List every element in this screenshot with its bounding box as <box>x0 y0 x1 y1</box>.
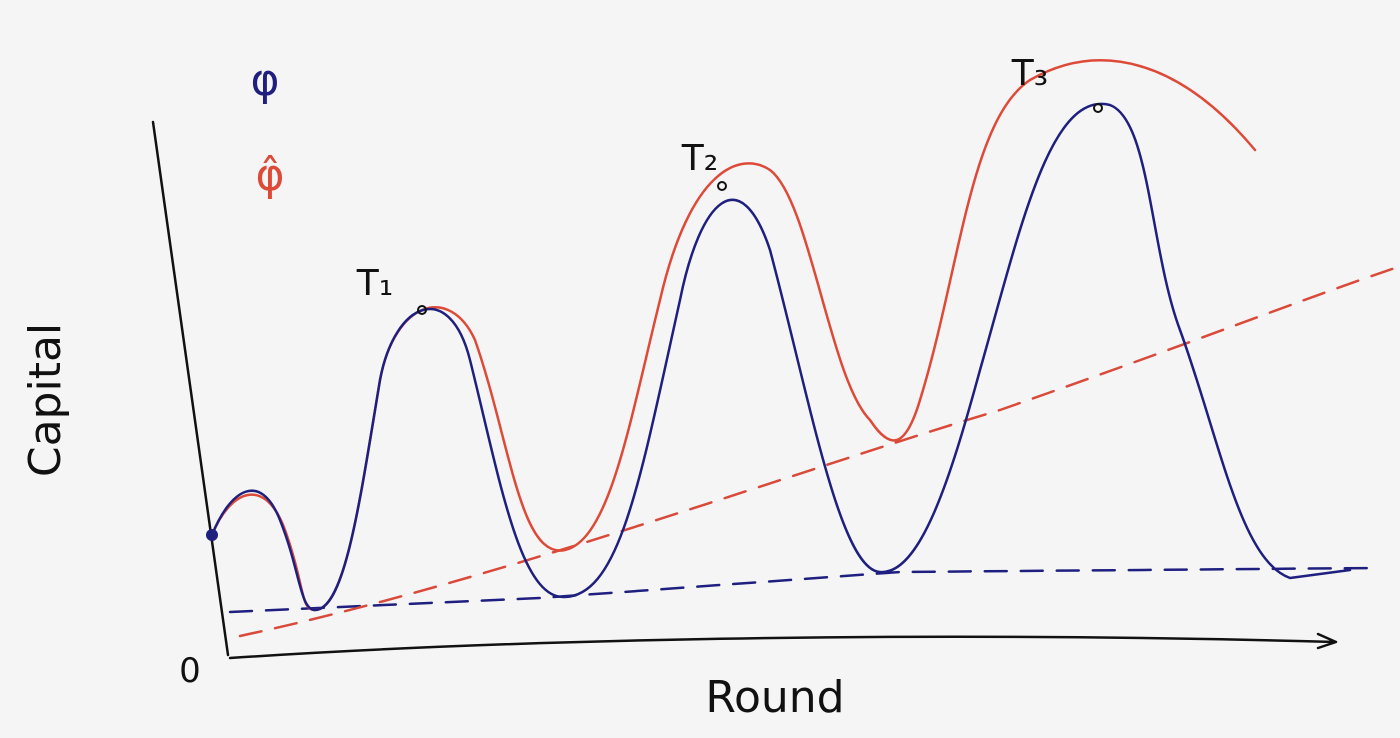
x-axis-label: Round <box>705 672 844 723</box>
annotation: T₂ <box>681 138 718 179</box>
red-trend <box>238 266 1397 638</box>
legend-label: φ̂ <box>255 150 284 201</box>
origin-label: 0 <box>179 651 201 691</box>
blue-baseline <box>228 566 1377 614</box>
start-dot <box>206 529 218 541</box>
annotation: T₁ <box>356 263 393 304</box>
peak-dot <box>1093 103 1103 113</box>
legend-label: φ <box>250 55 279 106</box>
peak-dot <box>417 305 427 315</box>
annotation: T₃ <box>1011 53 1048 94</box>
peak-dot <box>717 181 727 191</box>
y-axis <box>151 120 230 657</box>
blue-curve <box>210 102 1352 612</box>
x-axis <box>228 632 1338 660</box>
y-axis-label: Capital <box>20 323 71 477</box>
